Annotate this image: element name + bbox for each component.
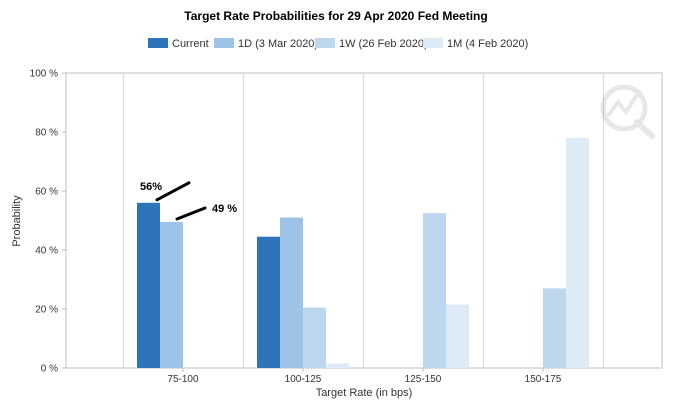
chart-title: Target Rate Probabilities for 29 Apr 202… [184, 9, 487, 23]
annotation-stroke [155, 181, 191, 202]
x-tick-label: 100-125 [285, 374, 322, 385]
x-tick-label: 75-100 [167, 374, 199, 385]
bar [326, 363, 349, 368]
x-axis-title: Target Rate (in bps) [316, 387, 413, 399]
grid-lines [123, 73, 604, 368]
legend-swatch [214, 38, 234, 48]
bar [423, 213, 446, 368]
legend-label: 1M (4 Feb 2020) [447, 38, 528, 50]
x-tick-label: 150-175 [525, 374, 562, 385]
bar [446, 304, 469, 368]
bar [280, 217, 303, 368]
legend-swatch [423, 38, 443, 48]
legend-swatch [315, 38, 335, 48]
y-axis-ticks: 0 % 20 % 40 % 60 % 80 % 100 % [30, 69, 66, 375]
bar [257, 236, 280, 368]
y-axis-title: Probability [11, 195, 23, 247]
y-tick-label: 20 % [35, 305, 58, 316]
y-tick-label: 40 % [35, 246, 58, 257]
annotations: 56% 49 % [140, 181, 237, 221]
y-tick-label: 100 % [30, 69, 58, 80]
annotation-label: 56% [140, 181, 162, 193]
legend-swatch [148, 38, 168, 48]
legend-label: 1D (3 Mar 2020) [238, 38, 318, 50]
annotation-stroke [175, 206, 207, 221]
annotation-label: 49 % [212, 203, 237, 215]
bar [566, 137, 589, 368]
bar [543, 288, 566, 368]
x-tick-label: 125-150 [405, 374, 442, 385]
legend-label: 1W (26 Feb 2020) [339, 38, 428, 50]
legend-label: Current [172, 38, 209, 50]
legend: Current 1D (3 Mar 2020) 1W (26 Feb 2020) 1M… [148, 38, 528, 50]
bar [137, 202, 160, 368]
bars [137, 137, 589, 368]
bar [303, 307, 326, 368]
y-tick-label: 60 % [35, 187, 58, 198]
y-tick-label: 80 % [35, 128, 58, 139]
watermark-logo-icon [600, 84, 655, 139]
y-tick-label: 0 % [41, 364, 58, 375]
bar [160, 221, 183, 368]
x-axis-ticks: 75-100 100-125 125-150 150-175 [167, 368, 562, 385]
